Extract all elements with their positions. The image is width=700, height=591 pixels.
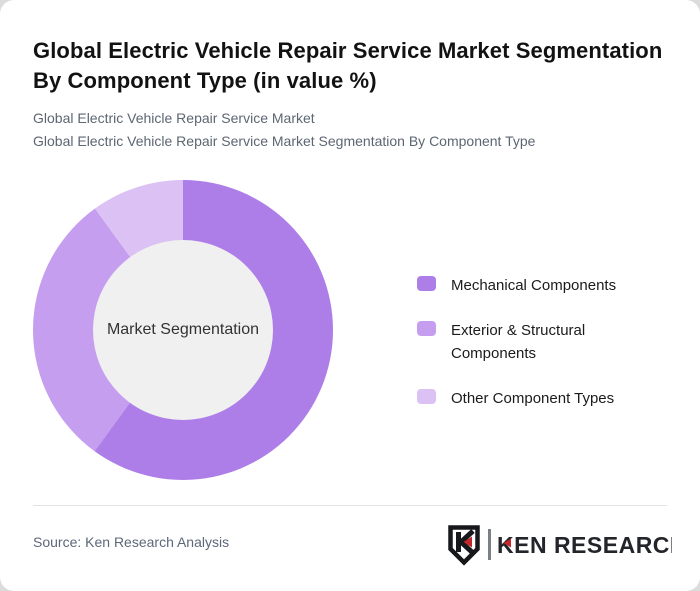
footer-divider bbox=[33, 505, 667, 506]
donut-center-label: Market Segmentation bbox=[106, 321, 260, 338]
ken-research-logo: KEN RESEARCH bbox=[448, 525, 672, 566]
donut-chart: Market Segmentation bbox=[33, 180, 333, 480]
legend-swatch bbox=[417, 321, 436, 336]
legend-item-other: Other Component Types bbox=[417, 387, 667, 410]
subtitle-line-2: Global Electric Vehicle Repair Service M… bbox=[33, 133, 536, 149]
legend-item-mechanical: Mechanical Components bbox=[417, 274, 667, 297]
legend-label: Exterior & Structural Components bbox=[451, 322, 586, 362]
source-text: Source: Ken Research Analysis bbox=[33, 534, 230, 550]
ken-research-shield-icon bbox=[448, 525, 480, 566]
legend-label: Other Component Types bbox=[451, 390, 615, 407]
logo-separator-bar bbox=[488, 529, 491, 560]
wordmark-red-wedge-icon bbox=[503, 538, 511, 548]
logo-wordmark: KEN RESEARCH bbox=[497, 532, 672, 558]
donut-center: Market Segmentation bbox=[93, 240, 273, 420]
shield-red-wedge-icon bbox=[463, 536, 472, 548]
donut-chart-area: Market Segmentation bbox=[33, 180, 333, 480]
shield-k-upper-arm bbox=[459, 529, 475, 544]
subtitle-line-1: Global Electric Vehicle Repair Service M… bbox=[33, 110, 315, 126]
chart-legend: Mechanical Components Exterior & Structu… bbox=[417, 274, 667, 432]
page-title: Global Electric Vehicle Repair Service M… bbox=[33, 38, 663, 93]
legend-label: Mechanical Components bbox=[451, 277, 617, 294]
legend-swatch bbox=[417, 389, 436, 404]
shield-k-lower-arm bbox=[459, 540, 475, 555]
shield-k-stem bbox=[456, 532, 461, 552]
legend-item-exterior-structural: Exterior & Structural Components bbox=[417, 319, 667, 365]
legend-swatch bbox=[417, 276, 436, 291]
